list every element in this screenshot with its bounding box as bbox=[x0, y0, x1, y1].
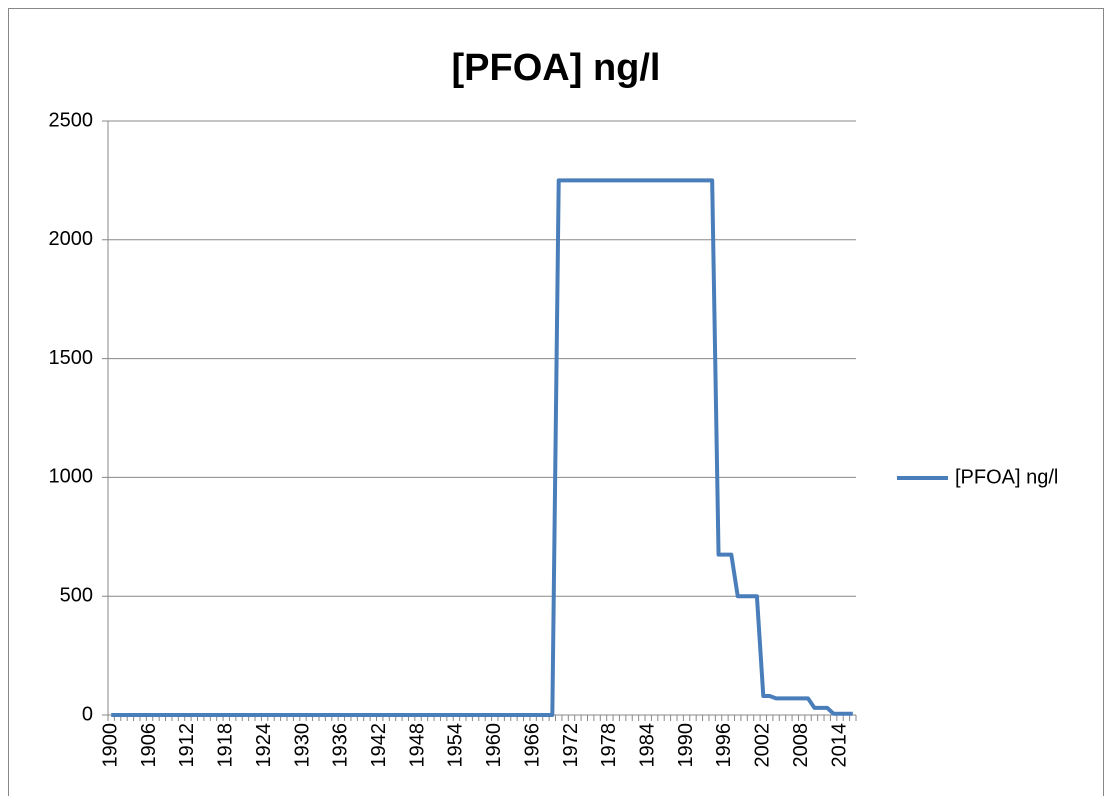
x-tick-label: 1900 bbox=[99, 723, 121, 768]
x-tick-label: 1966 bbox=[521, 723, 543, 768]
x-tick-label: 1906 bbox=[138, 723, 160, 768]
x-tick-label: 1978 bbox=[598, 723, 620, 768]
legend-label: [PFOA] ng/l bbox=[955, 466, 1058, 488]
x-tick-label: 2008 bbox=[790, 723, 812, 768]
data-line bbox=[111, 178, 853, 717]
y-tick-label: 500 bbox=[60, 584, 93, 606]
x-tick-label: 1912 bbox=[176, 723, 198, 768]
x-tick-label: 1990 bbox=[675, 723, 697, 768]
x-tick-label: 1942 bbox=[368, 723, 390, 768]
y-tick-label: 0 bbox=[82, 703, 93, 725]
x-tick-label: 1960 bbox=[483, 723, 505, 768]
y-tick-label: 1500 bbox=[49, 347, 94, 369]
x-tick-label: 2002 bbox=[752, 723, 774, 768]
x-tick-label: 1954 bbox=[445, 723, 467, 768]
x-tick-label: 1948 bbox=[406, 723, 428, 768]
x-tick-label: 1996 bbox=[713, 723, 735, 768]
x-tick-label: 1984 bbox=[637, 723, 659, 768]
x-tick-label: 1972 bbox=[560, 723, 582, 768]
y-tick-label: 1000 bbox=[49, 466, 94, 488]
chart-title: [PFOA] ng/l bbox=[452, 47, 661, 89]
x-tick-label: 1936 bbox=[330, 723, 352, 768]
y-tick-label: 2000 bbox=[49, 228, 94, 250]
y-tick-label: 2500 bbox=[49, 109, 94, 131]
x-tick-label: 1930 bbox=[291, 723, 313, 768]
x-tick-label: 2014 bbox=[828, 723, 850, 768]
x-tick-label: 1918 bbox=[215, 723, 237, 768]
x-tick-label: 1924 bbox=[253, 723, 275, 768]
